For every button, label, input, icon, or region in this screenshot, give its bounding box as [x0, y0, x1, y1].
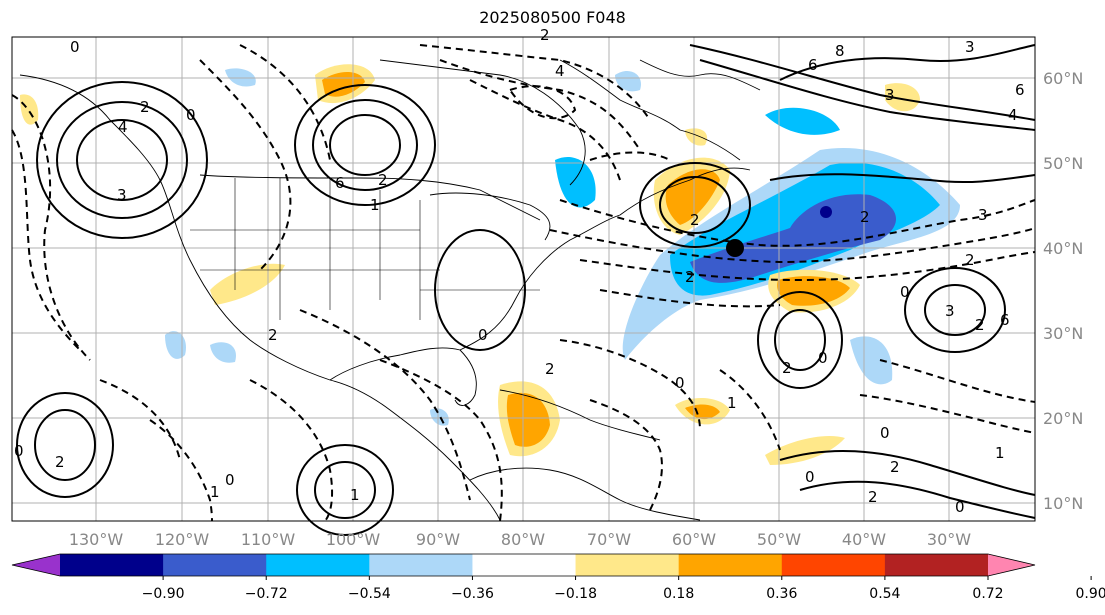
colorbar-tick-label: −0.18 [554, 586, 597, 602]
svg-text:4: 4 [1008, 106, 1018, 124]
colorbar-tick-label: −0.54 [348, 586, 391, 602]
svg-text:1: 1 [210, 483, 220, 501]
svg-text:0: 0 [186, 106, 196, 124]
svg-text:1: 1 [727, 394, 737, 412]
svg-text:50°W: 50°W [757, 530, 801, 549]
svg-text:2: 2 [685, 268, 695, 286]
svg-text:2: 2 [140, 98, 150, 116]
colorbar-extend-high [988, 554, 1035, 576]
svg-text:6: 6 [1000, 311, 1010, 329]
shading-layer [20, 64, 960, 465]
svg-text:2: 2 [545, 360, 555, 378]
svg-text:8: 8 [835, 42, 845, 60]
svg-text:2: 2 [782, 359, 792, 377]
colorbar-segment [678, 554, 783, 576]
svg-text:0: 0 [900, 283, 910, 301]
svg-text:0: 0 [675, 374, 685, 392]
colorbar: −0.90 −0.72 −0.54 −0.36 −0.18 0.18 0.36 0.54 0.7… [11, 553, 1105, 602]
svg-text:0: 0 [818, 349, 828, 367]
svg-text:30°W: 30°W [927, 530, 971, 549]
svg-text:2: 2 [890, 458, 900, 476]
colorbar-tick-label: 0.18 [663, 586, 694, 602]
svg-text:90°W: 90°W [416, 530, 460, 549]
svg-text:2: 2 [540, 26, 550, 44]
positive-anomaly-core [665, 169, 720, 225]
svg-text:60°N: 60°N [1043, 69, 1083, 88]
svg-text:2: 2 [268, 326, 278, 344]
storm-position-marker [726, 239, 744, 257]
svg-text:40°N: 40°N [1043, 239, 1083, 258]
svg-text:100°W: 100°W [326, 530, 381, 549]
colorbar-tick-label: 0.36 [766, 586, 797, 602]
state-borders [190, 178, 540, 320]
svg-text:0: 0 [14, 442, 24, 460]
contour-labels: 0 2 4 3 0 4 2 8 6 3 6 4 3 2 2 2 3 2 0 3 … [14, 26, 1025, 516]
map-area: 0 2 4 3 0 4 2 8 6 3 6 4 3 2 2 2 3 2 0 3 … [11, 26, 1036, 536]
svg-text:0: 0 [478, 326, 488, 344]
svg-text:3: 3 [978, 206, 988, 224]
svg-text:2: 2 [690, 211, 700, 229]
colorbar-tick-label: −0.36 [451, 586, 494, 602]
svg-text:2: 2 [378, 171, 388, 189]
colorbar-segment [472, 554, 577, 576]
svg-text:30°N: 30°N [1043, 324, 1083, 343]
colorbar-tick-label: 0.54 [869, 586, 900, 602]
contours-negative [11, 44, 1036, 522]
svg-text:6: 6 [1015, 81, 1025, 99]
colorbar-tick-label: −0.90 [142, 586, 185, 602]
svg-text:40°W: 40°W [842, 530, 886, 549]
svg-text:0: 0 [880, 424, 890, 442]
svg-text:3: 3 [885, 86, 895, 104]
svg-text:2: 2 [868, 488, 878, 506]
svg-text:50°N: 50°N [1043, 154, 1083, 173]
svg-text:130°W: 130°W [69, 530, 124, 549]
colorbar-segment [781, 554, 886, 576]
colorbar-segment [266, 554, 370, 576]
svg-text:6: 6 [335, 174, 345, 192]
svg-text:1: 1 [370, 196, 380, 214]
svg-text:0: 0 [225, 471, 235, 489]
svg-text:6: 6 [808, 56, 818, 74]
svg-text:110°W: 110°W [241, 530, 296, 549]
svg-text:3: 3 [965, 38, 975, 56]
colorbar-segment [884, 554, 989, 576]
latitude-labels: 60°N 50°N 40°N 30°N 20°N 10°N [1043, 69, 1083, 513]
colorbar-segment [163, 554, 267, 576]
colorbar-segment [369, 554, 473, 576]
graticule [12, 37, 1035, 521]
svg-text:4: 4 [118, 118, 128, 136]
svg-text:70°W: 70°W [587, 530, 631, 549]
svg-text:60°W: 60°W [672, 530, 716, 549]
svg-text:2: 2 [975, 316, 985, 334]
svg-text:0: 0 [805, 468, 815, 486]
colorbar-segment [575, 554, 680, 576]
svg-text:2: 2 [965, 251, 975, 269]
svg-text:0: 0 [70, 38, 80, 56]
svg-text:4: 4 [555, 62, 565, 80]
colorbar-tick-label: −0.72 [245, 586, 288, 602]
svg-text:1: 1 [350, 486, 360, 504]
plot-title: 2025080500 F048 [479, 8, 626, 27]
svg-text:80°W: 80°W [501, 530, 545, 549]
svg-text:0: 0 [955, 498, 965, 516]
svg-text:3: 3 [117, 186, 127, 204]
svg-text:1: 1 [995, 444, 1005, 462]
svg-text:10°N: 10°N [1043, 494, 1083, 513]
svg-text:3: 3 [945, 302, 955, 320]
contours-positive [16, 44, 1036, 536]
colorbar-tick-label: 0.72 [972, 586, 1003, 602]
longitude-labels: 130°W 120°W 110°W 100°W 90°W 80°W 70°W 6… [69, 530, 971, 549]
svg-text:120°W: 120°W [155, 530, 210, 549]
colorbar-extend-low [12, 554, 60, 576]
svg-text:2: 2 [55, 453, 65, 471]
colorbar-segment [60, 554, 164, 576]
colorbar-tick-label: 0.90 [1076, 586, 1105, 602]
svg-text:20°N: 20°N [1043, 409, 1083, 428]
svg-text:2: 2 [860, 208, 870, 226]
